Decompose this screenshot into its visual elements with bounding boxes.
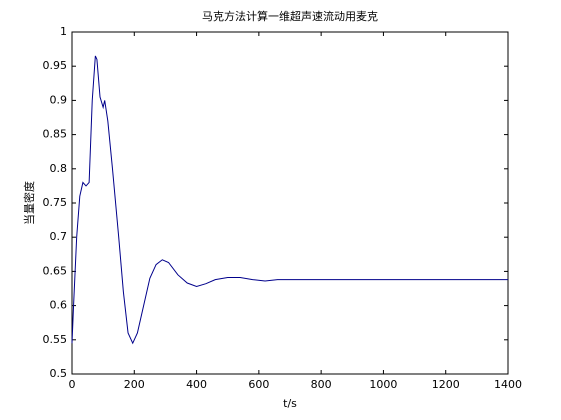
x-tick-label: 1400	[494, 378, 522, 391]
y-tick-label: 0.95	[43, 59, 68, 72]
data-line	[71, 55, 508, 345]
x-tick-label: 800	[311, 378, 332, 391]
x-tick-label: 1000	[369, 378, 397, 391]
y-tick-label: 0.9	[50, 93, 68, 106]
y-tick-label: 0.5	[50, 367, 68, 380]
y-tick-label: 0.65	[43, 264, 68, 277]
y-tick-label: 0.75	[43, 196, 68, 209]
y-tick-label: 0.85	[43, 128, 68, 141]
chart-title: 马克方法计算一维超声速流动用麦克	[202, 9, 378, 23]
y-tick-label: 0.55	[43, 333, 68, 346]
x-axis-label: t/s	[283, 397, 297, 410]
y-tick-label: 1	[60, 25, 67, 38]
plot-area	[71, 31, 509, 375]
y-tick-label: 0.8	[50, 162, 68, 175]
x-tick-label: 1200	[432, 378, 460, 391]
y-tick-label: 0.6	[50, 299, 68, 312]
x-tick-label: 0	[69, 378, 76, 391]
y-axis-label: 当量密度	[22, 181, 36, 225]
x-tick-label: 600	[248, 378, 269, 391]
x-tick-label: 400	[186, 378, 207, 391]
x-tick-label: 200	[124, 378, 145, 391]
y-tick-label: 0.7	[50, 230, 68, 243]
